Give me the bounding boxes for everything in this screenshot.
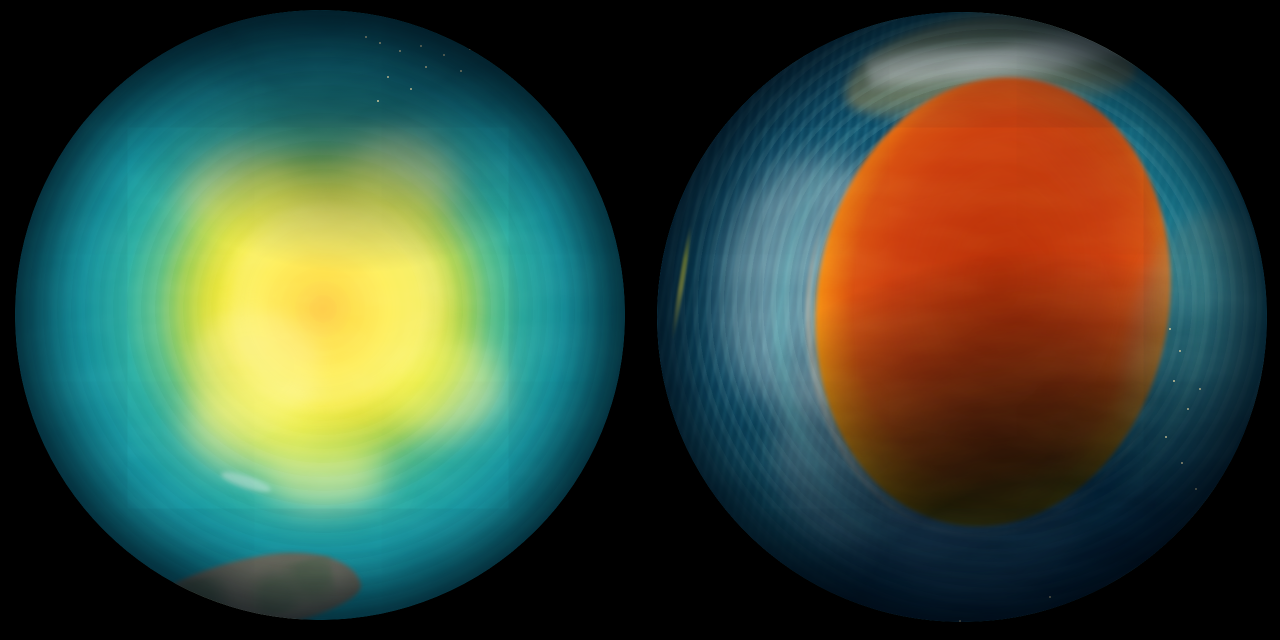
limb-darkening — [657, 12, 1267, 622]
limb-darkening — [15, 10, 625, 620]
globe-right-oblique-view — [657, 12, 1267, 622]
globe-left-polar-view — [15, 10, 625, 620]
